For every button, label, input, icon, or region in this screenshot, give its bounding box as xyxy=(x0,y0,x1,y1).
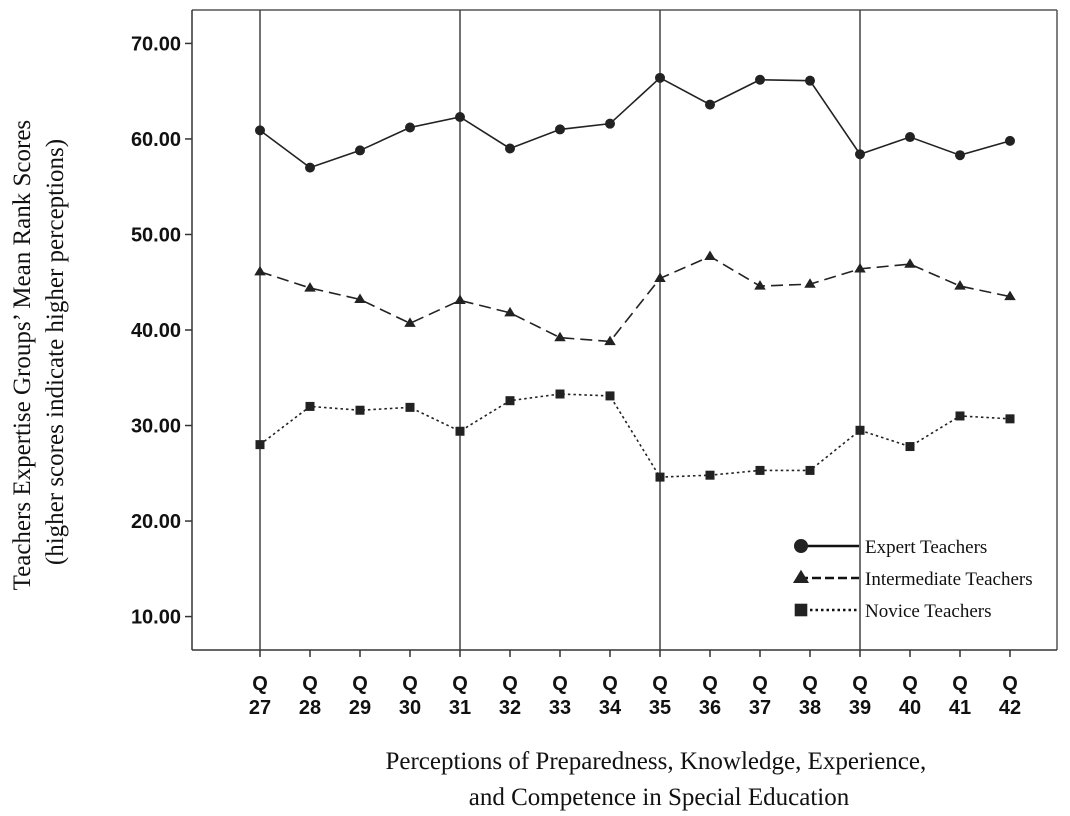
y-axis: 10.00 20.00 30.00 40.00 50.00 60.00 70.00 xyxy=(131,33,192,629)
data-point xyxy=(605,118,615,129)
data-point xyxy=(355,145,365,156)
series-intermediate-teachers xyxy=(254,250,1016,346)
data-point xyxy=(255,440,265,450)
data-point xyxy=(905,132,915,143)
data-point xyxy=(404,317,416,327)
y-tick-label: 40.00 xyxy=(131,320,181,342)
data-point xyxy=(405,122,415,133)
x-axis-title: Perceptions of Preparedness, Knowledge, … xyxy=(385,748,932,811)
data-point xyxy=(354,293,366,304)
data-point xyxy=(455,426,465,436)
x-tick-label: Q 36 xyxy=(699,673,721,719)
series-expert-teachers xyxy=(255,72,1015,173)
data-point xyxy=(604,335,616,346)
data-point xyxy=(505,396,515,406)
data-point xyxy=(755,465,765,475)
data-point xyxy=(454,294,466,304)
x-tick-label: Q 27 xyxy=(249,673,271,719)
legend-marker xyxy=(794,539,808,553)
data-point xyxy=(954,280,966,290)
data-point xyxy=(904,258,916,268)
data-point xyxy=(705,470,715,480)
data-point xyxy=(955,150,965,161)
x-tick-label: Q 37 xyxy=(749,673,771,719)
data-point xyxy=(504,306,516,317)
y-tick-label: 30.00 xyxy=(131,416,181,438)
data-point xyxy=(654,272,666,283)
data-series xyxy=(254,72,1016,482)
data-point xyxy=(554,331,566,342)
y-axis-title-line-2: (higher scores indicate higher perceptio… xyxy=(42,139,69,565)
data-point xyxy=(1005,135,1015,146)
data-point xyxy=(804,278,816,288)
x-tick-label: Q 35 xyxy=(649,673,671,719)
x-tick-label: Q 39 xyxy=(849,673,871,719)
data-point xyxy=(955,411,965,421)
data-point xyxy=(555,124,565,135)
data-point xyxy=(854,262,866,273)
data-point xyxy=(704,250,716,261)
y-tick-label: 70.00 xyxy=(131,33,181,55)
data-point xyxy=(405,402,415,412)
y-axis-title: Teachers Expertise Groups’ Mean Rank Sco… xyxy=(9,114,69,591)
data-point xyxy=(254,265,266,276)
x-tick-label: Q 38 xyxy=(799,673,821,719)
legend: Expert Teachers Intermediate Teachers Novi… xyxy=(792,537,1033,622)
x-tick-label: Q 40 xyxy=(899,673,921,719)
reference-lines xyxy=(259,10,861,650)
data-point xyxy=(705,99,715,110)
legend-marker xyxy=(792,569,810,584)
data-point xyxy=(1005,414,1015,424)
x-tick-label: Q 31 xyxy=(449,673,471,719)
data-point xyxy=(755,74,765,85)
x-tick-label: Q 28 xyxy=(299,673,321,719)
data-point xyxy=(655,472,665,482)
data-point xyxy=(455,111,465,122)
y-tick-label: 20.00 xyxy=(131,511,181,533)
x-tick-label: Q 32 xyxy=(499,673,521,719)
data-point xyxy=(305,401,315,411)
data-point xyxy=(555,389,565,399)
data-point xyxy=(805,75,815,86)
data-point xyxy=(805,465,815,475)
x-tick-label: Q 41 xyxy=(949,673,971,719)
legend-marker xyxy=(794,603,808,617)
legend-label: Intermediate Teachers xyxy=(865,569,1033,590)
series-line-intermediate-teachers xyxy=(259,255,1011,343)
data-point xyxy=(855,149,865,160)
x-axis-title-line-2: and Competence in Special Education xyxy=(469,784,850,811)
y-tick-label: 50.00 xyxy=(131,224,181,246)
data-point xyxy=(655,72,665,83)
x-tick-label: Q 30 xyxy=(399,673,421,719)
data-point xyxy=(754,280,766,290)
legend-item: Intermediate Teachers xyxy=(792,569,1033,590)
y-axis-title-line-1: Teachers Expertise Groups’ Mean Rank Sco… xyxy=(9,120,36,591)
data-point xyxy=(855,425,865,435)
x-axis: Q 27 Q 28 Q 29 Q 30 Q 31 Q 32 Q 33 Q 34 Q 35 Q 36 Q 37 Q 38 Q 39 Q… xyxy=(249,650,1021,719)
series-line-expert-teachers xyxy=(259,76,1011,169)
data-point xyxy=(605,391,615,401)
x-tick-label: Q 29 xyxy=(349,673,371,719)
data-point xyxy=(905,442,915,452)
legend-label: Expert Teachers xyxy=(865,537,987,558)
data-point xyxy=(255,125,265,136)
series-line-novice-teachers xyxy=(259,393,1011,478)
legend-item: Expert Teachers xyxy=(794,537,987,558)
x-tick-label: Q 42 xyxy=(999,673,1021,719)
y-tick-label: 10.00 xyxy=(131,607,181,629)
data-point xyxy=(505,143,515,154)
data-point xyxy=(304,282,316,292)
data-point xyxy=(1004,290,1016,301)
x-tick-label: Q 34 xyxy=(599,673,622,719)
data-point xyxy=(355,405,365,415)
series-novice-teachers xyxy=(255,389,1015,482)
legend-item: Novice Teachers xyxy=(794,601,992,622)
x-tick-label: Q 33 xyxy=(549,673,571,719)
legend-label: Novice Teachers xyxy=(865,601,992,622)
data-point xyxy=(305,162,315,173)
x-axis-title-line-1: Perceptions of Preparedness, Knowledge, … xyxy=(385,748,926,775)
y-tick-label: 60.00 xyxy=(131,129,181,151)
